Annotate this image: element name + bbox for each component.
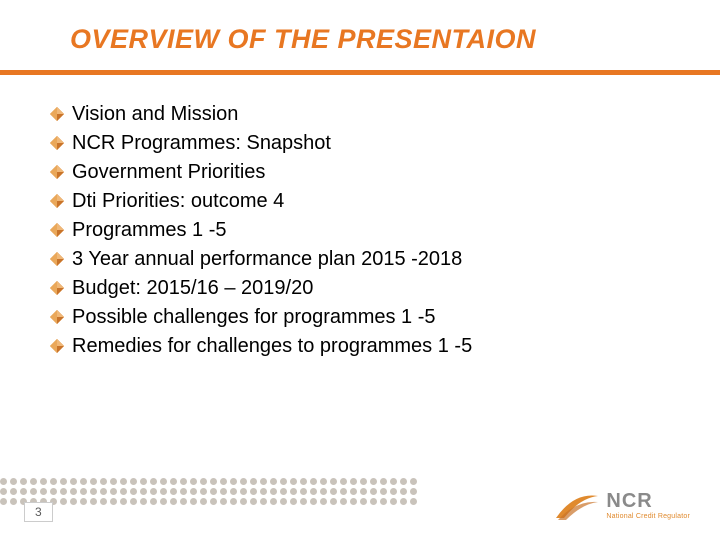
list-item-text: Remedies for challenges to programmes 1 … (72, 332, 472, 361)
list-item-text: Dti Priorities: outcome 4 (72, 187, 284, 216)
title-divider (0, 70, 720, 75)
list-item-text: 3 Year annual performance plan 2015 -201… (72, 245, 462, 274)
diamond-bullet-icon (50, 194, 64, 208)
list-item-text: Programmes 1 -5 (72, 216, 227, 245)
diamond-bullet-icon (50, 339, 64, 353)
footer-dot-pattern (0, 478, 417, 508)
page-number: 3 (24, 502, 53, 522)
diamond-bullet-icon (50, 136, 64, 150)
list-item-text: NCR Programmes: Snapshot (72, 129, 331, 158)
slide: OVERVIEW OF THE PRESENTAION Vision and M… (0, 0, 720, 540)
list-item: Dti Priorities: outcome 4 (50, 187, 670, 216)
diamond-bullet-icon (50, 107, 64, 121)
list-item: Remedies for challenges to programmes 1 … (50, 332, 670, 361)
logo-text: NCR National Credit Regulator (606, 491, 690, 520)
list-item: Programmes 1 -5 (50, 216, 670, 245)
diamond-bullet-icon (50, 165, 64, 179)
logo-subtext: National Credit Regulator (606, 513, 690, 520)
list-item-text: Possible challenges for programmes 1 -5 (72, 303, 436, 332)
logo-acronym: NCR (606, 491, 690, 511)
list-item: Vision and Mission (50, 100, 670, 129)
slide-title: OVERVIEW OF THE PRESENTAION (70, 24, 536, 55)
list-item-text: Budget: 2015/16 – 2019/20 (72, 274, 313, 303)
list-item-text: Government Priorities (72, 158, 265, 187)
diamond-bullet-icon (50, 223, 64, 237)
list-item-text: Vision and Mission (72, 100, 238, 129)
bullet-list: Vision and MissionNCR Programmes: Snapsh… (50, 100, 670, 361)
logo-swoosh-icon (554, 488, 600, 522)
diamond-bullet-icon (50, 310, 64, 324)
list-item: 3 Year annual performance plan 2015 -201… (50, 245, 670, 274)
list-item: Possible challenges for programmes 1 -5 (50, 303, 670, 332)
list-item: Budget: 2015/16 – 2019/20 (50, 274, 670, 303)
list-item: NCR Programmes: Snapshot (50, 129, 670, 158)
ncr-logo: NCR National Credit Regulator (554, 488, 690, 522)
diamond-bullet-icon (50, 252, 64, 266)
list-item: Government Priorities (50, 158, 670, 187)
diamond-bullet-icon (50, 281, 64, 295)
